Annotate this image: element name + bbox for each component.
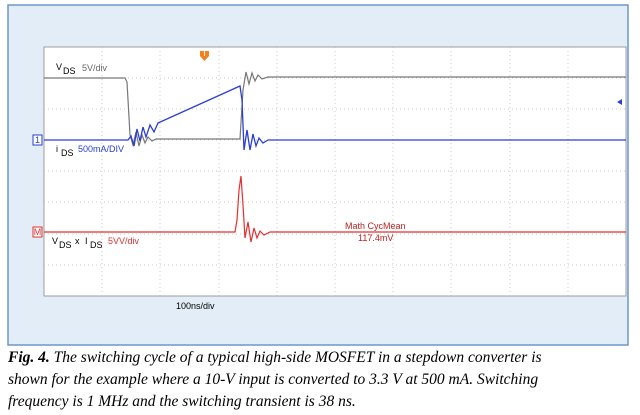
ids-scale: 500mA/DIV <box>78 144 124 154</box>
math-value: 117.4mV <box>358 233 393 243</box>
ch1-marker: 1 <box>35 135 40 145</box>
caption-text: The switching cycle of a typical high-si… <box>54 349 542 366</box>
product-sub-2: DS <box>90 240 103 250</box>
product-scale: 5VV/div <box>108 236 140 246</box>
ids-symbol: i <box>56 144 58 154</box>
timebase: 100ns/div <box>176 301 215 311</box>
caption-label: Fig. 4. <box>7 349 50 366</box>
product-times: x <box>75 236 80 246</box>
vds-trace <box>44 71 626 148</box>
caption-text: frequency is 1 MHz and the switching tra… <box>8 393 356 410</box>
math-label: Math CycMean <box>345 221 406 231</box>
vds-symbol: V <box>56 62 62 72</box>
trigger-marker-shape <box>200 51 209 61</box>
level-arrow <box>617 99 622 105</box>
vds-scale: 5V/div <box>82 63 108 73</box>
caption-line: Fig. 4. The switching cycle of a typical… <box>7 349 542 366</box>
product-symbol-1: V <box>52 236 58 246</box>
product-sub-1: DS <box>59 240 72 250</box>
vds-sub: DS <box>63 66 76 76</box>
product-symbol-2: I <box>85 236 88 246</box>
ch1-marker-box <box>32 134 43 146</box>
math-marker: M <box>34 227 42 237</box>
product-trace <box>44 175 626 243</box>
ids-sub: DS <box>61 148 74 158</box>
caption-text: shown for the example where a 10-V input… <box>8 371 538 388</box>
ids-trace <box>44 85 626 151</box>
trigger-marker: T <box>202 48 208 58</box>
math-marker-box <box>32 226 43 238</box>
